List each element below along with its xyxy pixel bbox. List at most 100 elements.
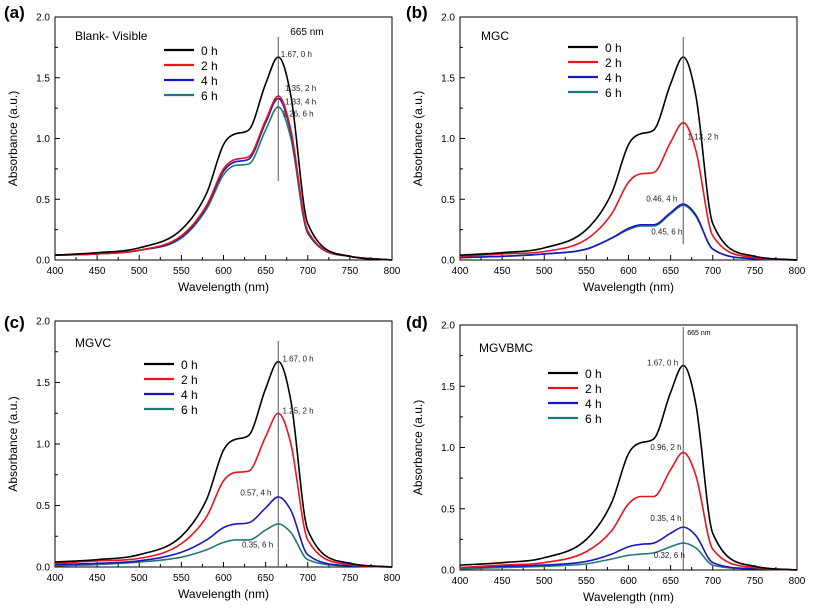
y-tick-label: 0.5	[441, 195, 455, 206]
x-tick-label: 500	[131, 573, 148, 584]
x-axis-label: Wavelength (nm)	[178, 587, 269, 601]
value-annotation: 0.32, 6 h	[654, 551, 685, 560]
x-tick-label: 750	[747, 266, 764, 277]
x-tick-label: 650	[662, 576, 679, 587]
peak-marker-label: 665 nm	[687, 330, 711, 337]
x-tick-label: 400	[452, 576, 469, 587]
y-tick-label: 1.5	[36, 73, 50, 84]
x-tick-label: 450	[89, 573, 106, 584]
y-tick-label: 1.5	[441, 382, 455, 393]
x-tick-label: 400	[47, 266, 64, 277]
y-tick-label: 2.0	[441, 13, 455, 24]
x-tick-label: 550	[173, 266, 190, 277]
y-tick-label: 1.0	[36, 134, 50, 145]
plot-frame	[54, 16, 393, 261]
chart-panel-d: (d) 400 450 500 550 600 650 700 750 800 0.0 0.5 1.0 1…	[406, 313, 806, 604]
panel-label: (a)	[4, 3, 25, 22]
value-annotation: 0.45, 6 h	[651, 227, 682, 236]
value-annotation: 0.57, 4 h	[240, 489, 271, 498]
x-tick-label: 450	[494, 576, 511, 587]
legend: 0 h2 h4 h6 h	[548, 367, 602, 426]
panel-label: (c)	[4, 313, 25, 332]
x-tick-label: 400	[452, 266, 469, 277]
y-tick-label: 0.0	[441, 566, 455, 577]
panel-title: MGVC	[75, 336, 111, 350]
x-tick-label: 700	[704, 576, 721, 587]
series-line-2h	[459, 451, 798, 571]
value-annotation: 1.33, 4 h	[285, 97, 316, 106]
series-line-0h	[54, 360, 393, 568]
value-annotation: 1.13, 2 h	[687, 133, 718, 142]
y-tick-label: 1.0	[441, 134, 455, 145]
legend-label: 2 h	[585, 382, 602, 396]
legend: 0 h2 h4 h6 h	[568, 41, 622, 100]
panel-label: (d)	[406, 313, 428, 332]
x-tick-label: 800	[789, 576, 806, 587]
chart-panel-b: (b) 400 450 500 550 600 650 700 750 800 0.0 0.5 1.0 1…	[406, 3, 806, 294]
y-tick-label: 1.5	[36, 378, 50, 389]
value-annotation: 1.67, 0 h	[647, 358, 678, 367]
x-tick-label: 500	[131, 266, 148, 277]
legend-label: 2 h	[181, 373, 198, 387]
x-axis-label: Wavelength (nm)	[583, 590, 674, 604]
x-tick-label: 550	[173, 573, 190, 584]
y-tick-label: 0.0	[441, 256, 455, 267]
peak-marker-label: 665 nm	[290, 27, 323, 38]
x-tick-label: 400	[47, 573, 64, 584]
x-tick-label: 700	[299, 573, 316, 584]
x-tick-label: 750	[747, 576, 764, 587]
value-annotation: 1.35, 2 h	[285, 84, 316, 93]
series-line-2h	[54, 412, 393, 568]
y-tick-label: 2.0	[36, 13, 50, 24]
y-tick-label: 0.0	[36, 563, 50, 574]
legend-label: 6 h	[605, 86, 622, 100]
y-tick-label: 0.5	[36, 195, 50, 206]
legend-label: 6 h	[181, 403, 198, 417]
plot-frame	[459, 16, 798, 261]
x-tick-label: 600	[215, 573, 232, 584]
series-line-0h	[54, 56, 393, 261]
plot-frame	[54, 320, 393, 568]
plot-frame	[459, 324, 798, 571]
y-tick-label: 2.0	[441, 321, 455, 332]
x-tick-label: 650	[257, 266, 274, 277]
value-annotation: 0.35, 4 h	[650, 514, 681, 523]
x-tick-label: 600	[620, 576, 637, 587]
legend-label: 0 h	[605, 41, 622, 55]
y-tick-label: 1.0	[441, 443, 455, 454]
series-line-4h	[54, 97, 393, 261]
series-line-2h	[54, 95, 393, 261]
y-tick-label: 1.0	[36, 440, 50, 451]
series-line-6h	[54, 106, 393, 261]
panel-title: MGVBMC	[479, 341, 533, 355]
x-tick-label: 550	[578, 266, 595, 277]
legend-label: 2 h	[201, 59, 218, 73]
series-line-4h	[459, 526, 798, 571]
legend-label: 0 h	[181, 358, 198, 372]
y-tick-label: 0.0	[36, 256, 50, 267]
panel-title: MGC	[481, 29, 509, 43]
x-tick-label: 650	[257, 573, 274, 584]
series-line-4h	[54, 496, 393, 568]
value-annotation: 0.35, 6 h	[242, 540, 273, 549]
x-tick-label: 800	[789, 266, 806, 277]
series-line-6h	[54, 523, 393, 568]
legend-label: 6 h	[201, 89, 218, 103]
x-tick-label: 800	[384, 266, 401, 277]
x-tick-label: 650	[662, 266, 679, 277]
x-axis-label: Wavelength (nm)	[178, 280, 269, 294]
x-tick-label: 500	[536, 576, 553, 587]
chart-panel-a: (a) 400 450 500 550 600 650 700 750 800 0.0 0.5 1.0 1…	[4, 3, 401, 294]
value-annotation: 1.67, 0 h	[282, 355, 313, 364]
y-axis-label: Absorbance (a.u.)	[6, 396, 20, 491]
legend-label: 0 h	[585, 367, 602, 381]
series-line-0h	[459, 56, 798, 261]
x-tick-label: 450	[89, 266, 106, 277]
y-tick-label: 0.5	[36, 501, 50, 512]
x-tick-label: 600	[215, 266, 232, 277]
y-axis-label: Absorbance (a.u.)	[411, 400, 425, 495]
panel-label: (b)	[406, 3, 428, 22]
x-tick-label: 550	[578, 576, 595, 587]
